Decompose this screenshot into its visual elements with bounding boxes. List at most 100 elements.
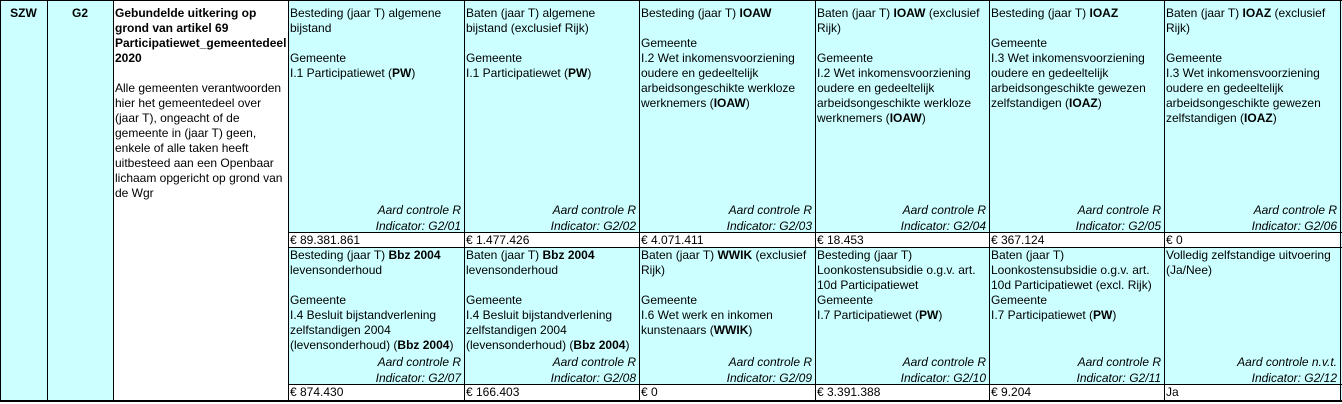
regulation-reference-part: PW: [919, 308, 939, 322]
indicator-label-part: IOAZ: [1089, 6, 1119, 20]
indicator-cell[interactable]: Besteding (jaar T) Bbz 2004 levensonderh…: [288, 248, 464, 354]
indicator-label-part: Bbz 2004: [388, 248, 441, 262]
regulation-reference-part: ): [748, 323, 753, 337]
indicator-label: Besteding (jaar T) IOAW: [641, 6, 813, 21]
entity-label: Gemeente: [817, 293, 874, 307]
title-cell[interactable]: Gebundelde uitkering op grond van artike…: [113, 6, 288, 400]
amount-value[interactable]: € 1.477.426: [464, 233, 639, 248]
indicator-cell[interactable]: Volledig zelfstandige uitvoering (Ja/Nee…: [1164, 248, 1340, 354]
grid-v-4: [464, 0, 465, 402]
control-label: Aard controle R: [728, 203, 812, 217]
regulation-reference: I.1 Participatiewet (PW): [290, 66, 462, 81]
indicator-code: Indicator: G2/08: [550, 371, 636, 385]
control-label: Aard controle R: [1253, 203, 1337, 217]
indicator-label-part: IOAW: [893, 6, 926, 20]
indicator-code: Indicator: G2/01: [375, 219, 461, 233]
indicator-label-part: IOAW: [739, 6, 772, 20]
regulation-reference-part: IOAW: [889, 111, 922, 125]
amount-value[interactable]: € 89.381.861: [288, 233, 464, 248]
indicator-cell[interactable]: Baten (jaar T) WWIK (exclusief Rijk) Geme…: [639, 248, 815, 354]
indicator-label-part: WWIK: [717, 248, 753, 262]
regulation-reference-part: I.2 Wet inkomensvoorziening oudere en ge…: [641, 51, 796, 110]
regulation-reference-part: ): [1112, 308, 1117, 322]
indicator-label-part: levensonderhoud: [290, 263, 383, 277]
control-label: Aard controle R: [552, 355, 636, 369]
indicator-cell[interactable]: Besteding (jaar T) algemene bijstand Geme…: [288, 6, 464, 202]
indicator-cell[interactable]: Baten (jaar T) algemene bijstand (exclus…: [464, 6, 639, 202]
indicator-label-part: Besteding (jaar T): [641, 6, 740, 20]
indicator-cell[interactable]: Besteding (jaar T) IOAZ Gemeente I.3 Wet i…: [989, 6, 1164, 202]
regulation-reference-part: ): [625, 338, 630, 352]
amount-value[interactable]: € 166.403: [464, 385, 639, 400]
regulation-reference-part: I.4 Besluit bijstandverlening zelfstandi…: [466, 308, 613, 352]
indicator-cell[interactable]: Besteding (jaar T) IOAW Gemeente I.2 Wet i…: [639, 6, 815, 202]
regulation-reference-part: IOAW: [713, 96, 746, 110]
regulation-reference-part: ): [449, 338, 454, 352]
control-type: Aard controle n.v.t. Indicator: G2/12: [1164, 354, 1337, 386]
amount-value[interactable]: € 18.453: [815, 233, 989, 248]
indicator-code: Indicator: G2/07: [375, 371, 461, 385]
entity-label: Gemeente: [290, 293, 347, 307]
indicator-code: Indicator: G2/04: [900, 219, 986, 233]
regulation-reference-part: I.2 Wet inkomensvoorziening oudere en ge…: [817, 66, 972, 125]
control-type: Aard controle R Indicator: G2/01: [288, 202, 461, 234]
grid-row-bottom: [0, 400, 1342, 402]
regulation-title: Gebundelde uitkering op grond van artike…: [115, 6, 287, 65]
regulation-reference-part: I.3 Wet inkomensvoorziening oudere en ge…: [1166, 66, 1321, 125]
control-type: Aard controle R Indicator: G2/04: [815, 202, 986, 234]
amount-value[interactable]: € 0: [639, 385, 815, 400]
amount-value[interactable]: Ja: [1164, 385, 1340, 400]
ministry-cell[interactable]: SZW: [10, 6, 37, 20]
control-type: Aard controle R Indicator: G2/09: [639, 354, 812, 386]
control-label: Aard controle R: [1077, 203, 1161, 217]
indicator-cell[interactable]: Baten (jaar T) IOAW (exclusief Rijk) Geme…: [815, 6, 989, 202]
indicator-label-part: Baten (jaar T): [466, 248, 543, 262]
indicator-label: Besteding (jaar T) algemene bijstand: [290, 6, 462, 36]
entity-label: Gemeente: [641, 36, 698, 50]
amount-value[interactable]: € 0: [1164, 233, 1340, 248]
indicator-code: Indicator: G2/11: [1076, 371, 1162, 385]
indicator-label-part: Besteding (jaar T) algemene bijstand: [290, 6, 442, 35]
indicator-cell[interactable]: Baten (jaar T) Loonkostensubsidie o.g.v.…: [989, 248, 1164, 354]
regulation-reference-part: I.1 Participatiewet (: [466, 66, 569, 80]
control-label: Aard controle R: [728, 355, 812, 369]
indicator-cell[interactable]: Baten (jaar T) Bbz 2004 levensonderhoud G…: [464, 248, 639, 354]
indicator-label-part: Baten (jaar T): [817, 6, 894, 20]
amount-value[interactable]: € 4.071.411: [639, 233, 815, 248]
indicator-label: Baten (jaar T) algemene bijstand (exclus…: [466, 6, 637, 36]
code-cell[interactable]: G2: [71, 6, 88, 20]
entity-label: Gemeente: [641, 293, 698, 307]
entity-label: Gemeente: [290, 51, 347, 65]
control-type: Aard controle R Indicator: G2/07: [288, 354, 461, 386]
indicator-label-part: (exclusief Rijk): [817, 6, 980, 35]
indicator-label: Volledig zelfstandige uitvoering (Ja/Nee…: [1166, 248, 1338, 278]
regulation-reference-part: I.3 Wet inkomensvoorziening oudere en ge…: [991, 51, 1146, 110]
regulation-reference-part: ): [587, 66, 592, 80]
control-label: Aard controle n.v.t.: [1237, 355, 1337, 369]
control-type: Aard controle R Indicator: G2/06: [1164, 202, 1337, 234]
entity-label: Gemeente: [1166, 51, 1223, 65]
regulation-description: Alle gemeenten verantwoorden hier het ge…: [115, 81, 283, 200]
grid-v-8: [1164, 0, 1165, 402]
indicator-cell[interactable]: Baten (jaar T) IOAZ (exclusief Rijk) Geme…: [1164, 6, 1340, 202]
entity-label: Gemeente: [466, 293, 523, 307]
amount-value[interactable]: € 367.124: [989, 233, 1164, 248]
regulation-reference-part: IOAZ: [1244, 111, 1273, 125]
indicator-label: Baten (jaar T) IOAW (exclusief Rijk): [817, 6, 987, 36]
indicator-label-part: Bbz 2004: [542, 248, 595, 262]
regulation-reference-part: I.6 Wet werk en inkomen kunstenaars (: [641, 308, 773, 337]
indicator-label-part: Baten (jaar T) Loonkostensubsidie o.g.v.…: [991, 248, 1152, 292]
control-label: Aard controle R: [902, 203, 986, 217]
indicator-code: Indicator: G2/12: [1251, 371, 1337, 385]
control-type: Aard controle R Indicator: G2/03: [639, 202, 812, 234]
regulation-reference-part: WWIK: [713, 323, 749, 337]
regulation-reference: I.4 Besluit bijstandverlening zelfstandi…: [290, 308, 462, 353]
amount-value[interactable]: € 3.391.388: [815, 385, 989, 400]
control-label: Aard controle R: [1077, 355, 1161, 369]
amount-value[interactable]: € 9.204: [989, 385, 1164, 400]
indicator-cell[interactable]: Besteding (jaar T) Loonkostensubsidie o.…: [815, 248, 989, 354]
amount-value[interactable]: € 874.430: [288, 385, 464, 400]
indicator-label: Baten (jaar T) Loonkostensubsidie o.g.v.…: [991, 248, 1162, 293]
grid-v-5: [639, 0, 640, 402]
